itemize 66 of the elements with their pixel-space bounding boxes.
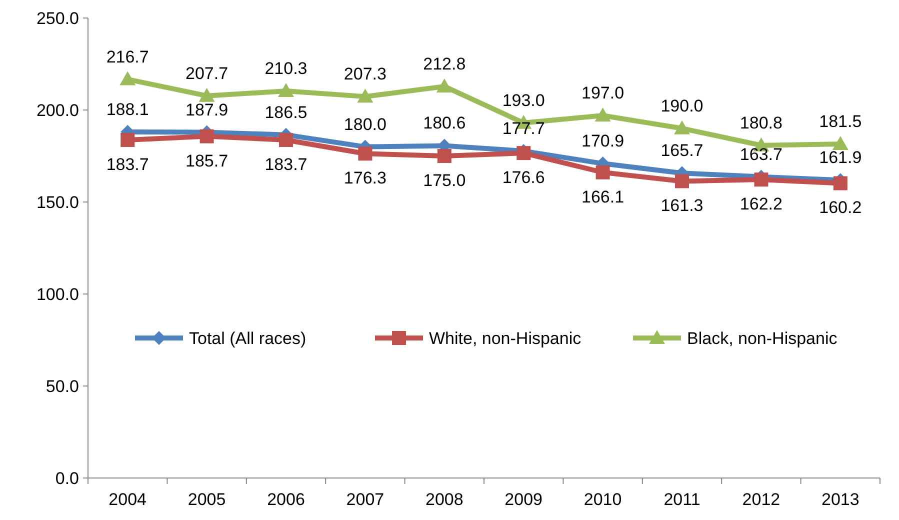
point [754, 172, 768, 187]
y-tick-label: 150.0 [36, 192, 79, 212]
point [674, 120, 690, 134]
point [596, 165, 610, 180]
data-label: 207.7 [186, 64, 228, 83]
point [675, 174, 689, 188]
data-label: 180.8 [740, 113, 782, 132]
data-label: 197.0 [582, 84, 624, 103]
point [594, 108, 611, 122]
data-label: 170.9 [582, 132, 624, 151]
point [200, 129, 214, 144]
x-tick-label: 2004 [108, 490, 147, 509]
y-tick-label: 100.0 [36, 284, 79, 304]
x-tick-label: 2009 [504, 490, 543, 509]
x-tick-label: 2012 [742, 490, 780, 509]
legend-label: Total (All races) [189, 328, 306, 348]
y-tick-label: 0.0 [55, 468, 79, 488]
y-tick-label: 50.0 [46, 376, 79, 396]
data-label: 216.7 [106, 47, 149, 66]
legend-label: Black, non-Hispanic [687, 328, 838, 348]
point [120, 71, 136, 86]
point [357, 88, 374, 103]
data-label: 161.3 [660, 196, 704, 216]
data-label: 162.2 [740, 194, 782, 214]
point [358, 146, 372, 161]
point [278, 83, 294, 98]
point [832, 136, 848, 150]
data-label: 175.0 [423, 171, 466, 190]
x-tick-label: 2005 [188, 490, 226, 509]
x-tick-label: 2013 [821, 490, 860, 509]
point [120, 132, 135, 147]
data-label: 186.5 [264, 102, 308, 122]
data-label: 207.3 [344, 64, 386, 84]
data-label: 188.1 [106, 100, 149, 119]
data-label: 210.3 [264, 59, 308, 78]
data-label: 176.3 [344, 168, 386, 188]
x-tick-label: 2010 [584, 490, 622, 509]
data-label: 177.7 [502, 119, 545, 138]
point [279, 132, 293, 147]
data-label: 161.9 [819, 148, 862, 168]
x-tick-label: 2006 [267, 490, 305, 509]
data-label: 180.0 [344, 114, 386, 134]
data-label: 193.0 [502, 90, 545, 110]
legend-label: White, non-Hispanic [429, 328, 582, 348]
data-label: 187.9 [186, 100, 228, 120]
data-label: 165.7 [660, 141, 704, 160]
data-label: 176.6 [502, 168, 545, 188]
data-label: 185.7 [186, 151, 228, 170]
x-tick-label: 2011 [664, 490, 700, 509]
point [198, 88, 215, 102]
data-label: 163.7 [740, 144, 782, 164]
point [833, 176, 848, 190]
x-tick-label: 2008 [425, 490, 464, 509]
data-label: 166.1 [582, 187, 624, 206]
y-tick-label: 250.0 [36, 8, 79, 28]
data-label: 160.2 [819, 198, 862, 218]
point [437, 149, 452, 163]
data-label: 190.0 [660, 96, 704, 116]
y-tick-label: 200.0 [36, 100, 79, 120]
data-label: 183.7 [106, 154, 149, 174]
x-tick-label: 2007 [346, 490, 384, 509]
point [436, 78, 452, 92]
data-label: 183.7 [264, 154, 308, 174]
data-label: 180.6 [423, 114, 466, 133]
data-label: 212.8 [423, 54, 466, 74]
data-label: 181.5 [819, 112, 862, 132]
